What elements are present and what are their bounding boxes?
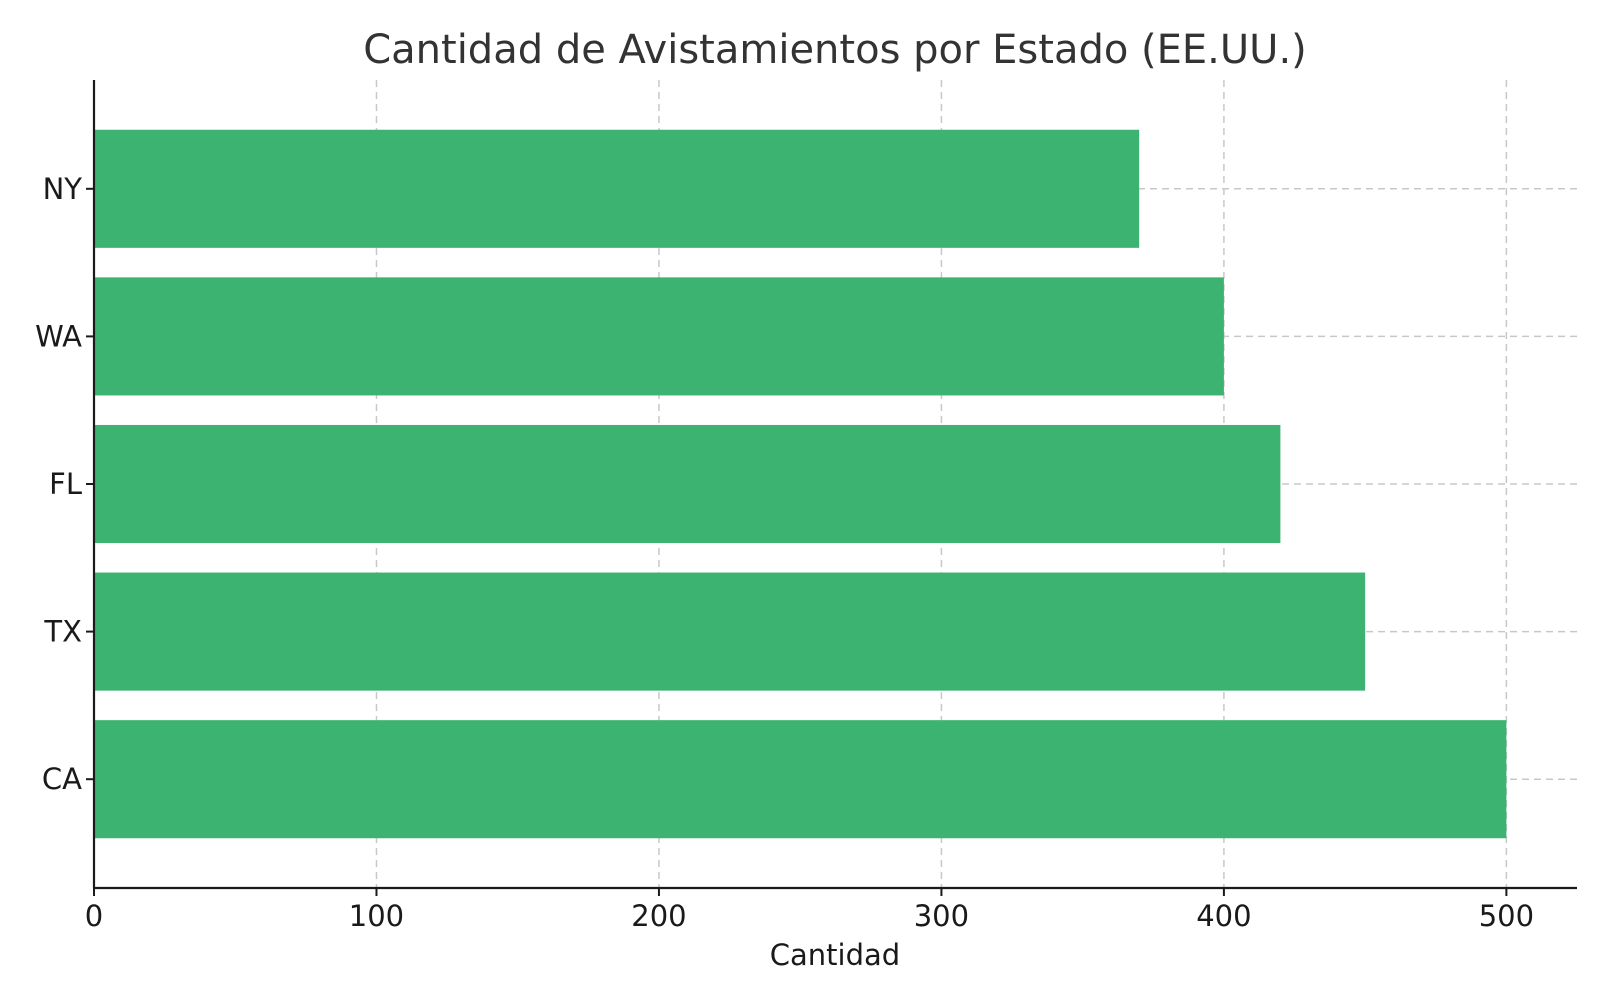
- bar-wa: [94, 277, 1224, 396]
- x-tick-label: 100: [349, 899, 404, 933]
- x-axis-label: Cantidad: [770, 938, 900, 972]
- x-tick-label: 0: [85, 899, 103, 933]
- x-tick-label: 500: [1479, 899, 1534, 933]
- y-tick-label-wa: WA: [35, 319, 82, 353]
- y-tick-label-fl: FL: [49, 467, 82, 501]
- bar-tx: [94, 572, 1366, 691]
- ticks: 0 100 200 300 400 500 CA TX FL WA NY: [35, 172, 1534, 933]
- y-tick-label-tx: TX: [43, 615, 82, 649]
- bar-ca: [94, 720, 1507, 839]
- y-tick-label-ca: CA: [42, 762, 82, 796]
- x-tick-label: 400: [1196, 899, 1251, 933]
- x-tick-label: 200: [631, 899, 686, 933]
- chart-title: Cantidad de Avistamientos por Estado (EE…: [363, 27, 1307, 73]
- bars: [94, 129, 1507, 839]
- y-tick-label-ny: NY: [43, 172, 83, 206]
- bar-fl: [94, 424, 1281, 544]
- x-tick-label: 300: [914, 899, 969, 933]
- bar-ny: [94, 129, 1140, 248]
